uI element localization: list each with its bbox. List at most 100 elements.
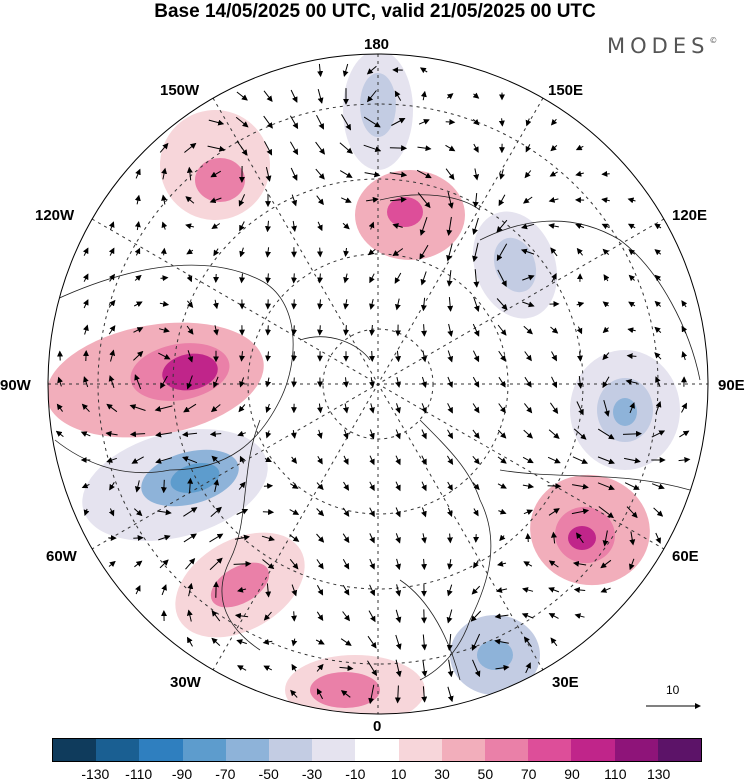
wind-arrow [622, 430, 642, 437]
wind-arrow [316, 403, 323, 414]
wind-arrow [56, 403, 64, 412]
wind-arrow [395, 533, 401, 544]
wind-arrow [495, 664, 510, 671]
wind-arrow [366, 65, 377, 75]
wind-arrow [317, 299, 324, 310]
wind-arrow [395, 609, 402, 624]
wind-arrow [263, 141, 273, 156]
wind-arrow [551, 273, 557, 283]
wind-arrow [627, 197, 636, 204]
wind-arrow [473, 560, 479, 569]
wind-arrow [654, 326, 662, 333]
wind-arrow [108, 247, 115, 256]
colorbar-tick-label: 110 [604, 766, 627, 782]
wind-reference-label: 10 [666, 683, 680, 697]
wind-arrow [628, 558, 635, 571]
wind-arrow [498, 403, 506, 414]
wind-arrow [628, 274, 636, 282]
wind-arrow [446, 270, 453, 287]
wind-arrow [369, 350, 375, 362]
colorbar-cell [441, 739, 486, 761]
wind-arrow [572, 483, 589, 490]
wind-arrow [395, 481, 401, 492]
wind-arrow [316, 688, 324, 700]
wind-arrow [316, 508, 325, 517]
colorbar-cell [614, 739, 658, 761]
central-asia-negative-contour [613, 398, 637, 426]
wind-arrow [316, 247, 323, 258]
wind-arrow [363, 144, 382, 153]
wind-arrow [291, 638, 298, 647]
colorbar-tick-label: 10 [390, 766, 407, 782]
wind-arrow [343, 429, 349, 440]
colorbar-tick-label: 130 [646, 766, 671, 782]
wind-arrow [419, 216, 428, 236]
wind-arrow [129, 404, 146, 411]
wind-arrow [339, 170, 353, 178]
colorbar-tick-label: -130 [81, 766, 110, 782]
colorbar [52, 738, 702, 762]
wind-arrow [369, 558, 375, 570]
wind-arrow [421, 376, 427, 388]
wind-arrow [521, 223, 535, 230]
wind-arrow [494, 638, 509, 645]
wind-arrow [472, 350, 480, 363]
wind-arrow [265, 166, 272, 182]
wind-arrow [576, 326, 583, 335]
wind-arrow [420, 297, 427, 312]
colorbar-cell [139, 739, 183, 761]
wind-arrow [446, 243, 453, 262]
wind-arrow [576, 351, 583, 362]
wind-arrow [211, 610, 221, 622]
wind-arrow [681, 325, 688, 334]
wind-arrow [291, 663, 298, 672]
wind-arrow [108, 508, 115, 517]
wind-arrow [182, 431, 198, 438]
wind-arrow [343, 273, 350, 284]
wind-arrow [576, 301, 585, 308]
wind-arrow [239, 273, 246, 284]
wind-arrow [291, 325, 298, 336]
wind-arrow [237, 586, 247, 593]
wind-arrow [316, 114, 324, 130]
wind-arrow [523, 509, 534, 515]
wind-arrow [263, 665, 273, 672]
wind-arrow [447, 297, 454, 312]
wind-arrow [654, 249, 662, 256]
wind-arrow [521, 612, 534, 619]
wind-arrow [339, 665, 354, 672]
wind-arrow [135, 584, 141, 595]
wind-arrow [549, 402, 559, 415]
wind-arrow [290, 167, 298, 181]
wind-arrow [342, 222, 350, 230]
alaska-positive-contour [195, 158, 245, 202]
wind-arrow [395, 376, 401, 388]
wind-arrow [185, 223, 195, 230]
wind-arrow [55, 430, 64, 437]
wind-arrow [629, 531, 636, 546]
wind-arrow [212, 376, 219, 389]
wind-arrow [265, 377, 272, 388]
wind-arrow [496, 298, 508, 311]
wind-arrow [133, 301, 143, 307]
wind-arrow [472, 403, 480, 414]
wind-arrow [678, 456, 691, 463]
colorbar-cell [398, 739, 442, 761]
wind-arrow [290, 611, 297, 622]
wind-arrow [342, 611, 351, 622]
wind-arrow [134, 374, 142, 390]
wind-arrow [182, 456, 198, 464]
lon-label-0: 0 [373, 718, 382, 735]
wind-arrow [498, 376, 506, 388]
wind-arrow [211, 637, 221, 646]
wind-arrow [290, 89, 298, 103]
wind-arrow [290, 689, 298, 698]
labrador-negative-contour [170, 463, 220, 493]
wind-arrow [155, 457, 173, 464]
wind-arrow [472, 508, 479, 517]
wind-arrow [82, 273, 89, 282]
wind-arrow [342, 559, 350, 570]
wind-arrow [628, 249, 636, 256]
wind-arrow [447, 481, 453, 491]
atlantic-positive-contour [210, 562, 270, 608]
